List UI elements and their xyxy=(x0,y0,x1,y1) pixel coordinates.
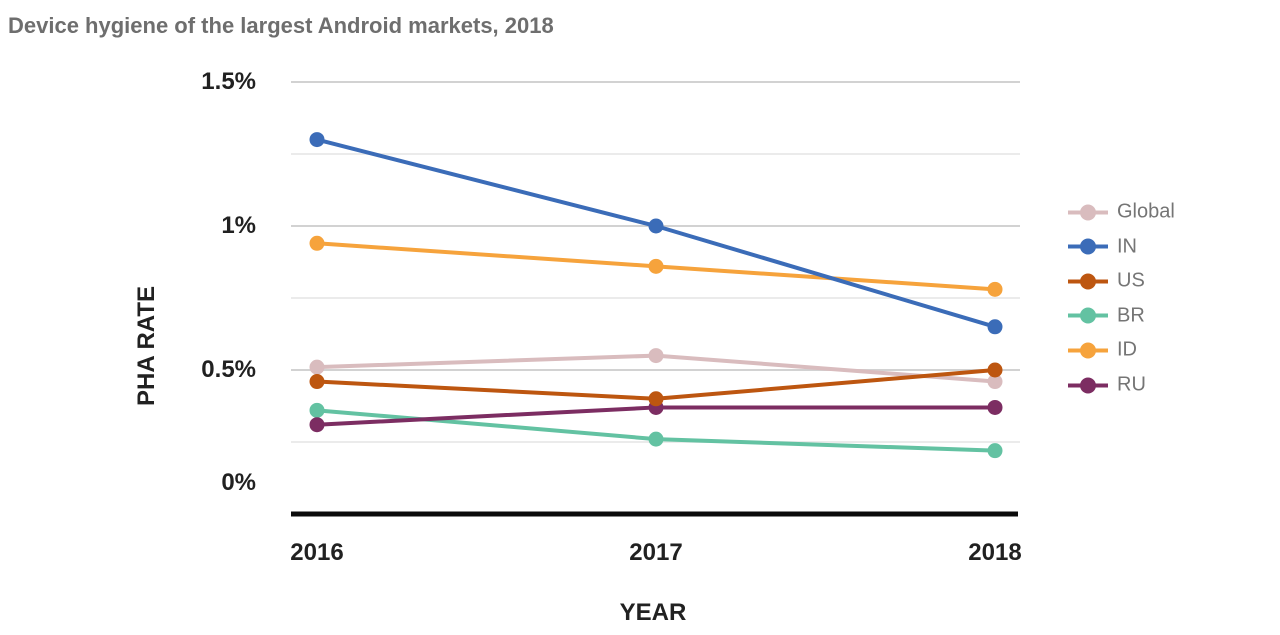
data-point-br-2018 xyxy=(987,443,1003,459)
legend-label-in: IN xyxy=(1117,235,1137,258)
chart-title: Device hygiene of the largest Android ma… xyxy=(8,13,554,38)
data-point-global-2016 xyxy=(309,359,325,375)
legend-marker-global-icon xyxy=(1068,204,1108,220)
legend-label-global: Global xyxy=(1117,200,1175,223)
data-point-in-2017 xyxy=(648,218,664,234)
data-point-id-2017 xyxy=(648,258,664,274)
legend-label-br: BR xyxy=(1117,304,1145,327)
legend-marker-br-icon xyxy=(1068,307,1108,324)
legend-item-br: BR xyxy=(1068,304,1145,327)
x-axis-title: YEAR xyxy=(619,599,687,626)
data-point-global-2018 xyxy=(987,374,1003,390)
x-tick-label-2017: 2017 xyxy=(629,539,683,566)
y-tick-label-0.5%: 0.5% xyxy=(201,356,256,383)
data-point-us-2016 xyxy=(309,374,325,390)
data-point-br-2017 xyxy=(648,431,664,447)
legend-marker-dot xyxy=(1080,377,1096,393)
data-point-ru-2016 xyxy=(309,417,325,433)
data-point-in-2018 xyxy=(987,319,1003,335)
data-point-us-2017 xyxy=(648,391,664,407)
legend-marker-id-icon xyxy=(1068,342,1108,359)
legend-label-id: ID xyxy=(1117,338,1137,361)
x-tick-label-2016: 2016 xyxy=(290,539,344,566)
data-point-us-2018 xyxy=(987,362,1003,378)
legend-item-id: ID xyxy=(1068,339,1137,362)
legend-marker-dot xyxy=(1080,342,1096,359)
legend-marker-dot xyxy=(1080,273,1096,290)
data-point-br-2016 xyxy=(309,402,325,418)
data-point-id-2018 xyxy=(987,281,1003,297)
y-tick-label-1%: 1% xyxy=(221,212,256,239)
data-point-in-2016 xyxy=(309,132,325,148)
data-point-id-2016 xyxy=(309,235,325,251)
legend-marker-dot xyxy=(1080,307,1096,324)
y-tick-label-1.5%: 1.5% xyxy=(201,68,256,95)
legend-marker-dot xyxy=(1080,204,1096,220)
legend-item-ru: RU xyxy=(1068,374,1146,397)
data-point-ru-2018 xyxy=(987,399,1003,415)
legend-marker-in-icon xyxy=(1068,238,1108,255)
y-tick-label-0%: 0% xyxy=(221,469,256,496)
legend-item-global: Global xyxy=(1068,201,1175,224)
legend-marker-dot xyxy=(1080,238,1096,255)
legend-marker-us-icon xyxy=(1068,273,1108,290)
legend-label-ru: RU xyxy=(1117,373,1146,396)
data-point-global-2017 xyxy=(648,348,664,364)
x-tick-label-2018: 2018 xyxy=(968,539,1022,566)
legend-label-us: US xyxy=(1117,269,1145,292)
legend-item-in: IN xyxy=(1068,235,1137,258)
legend-marker-ru-icon xyxy=(1068,377,1108,393)
legend-item-us: US xyxy=(1068,270,1145,293)
